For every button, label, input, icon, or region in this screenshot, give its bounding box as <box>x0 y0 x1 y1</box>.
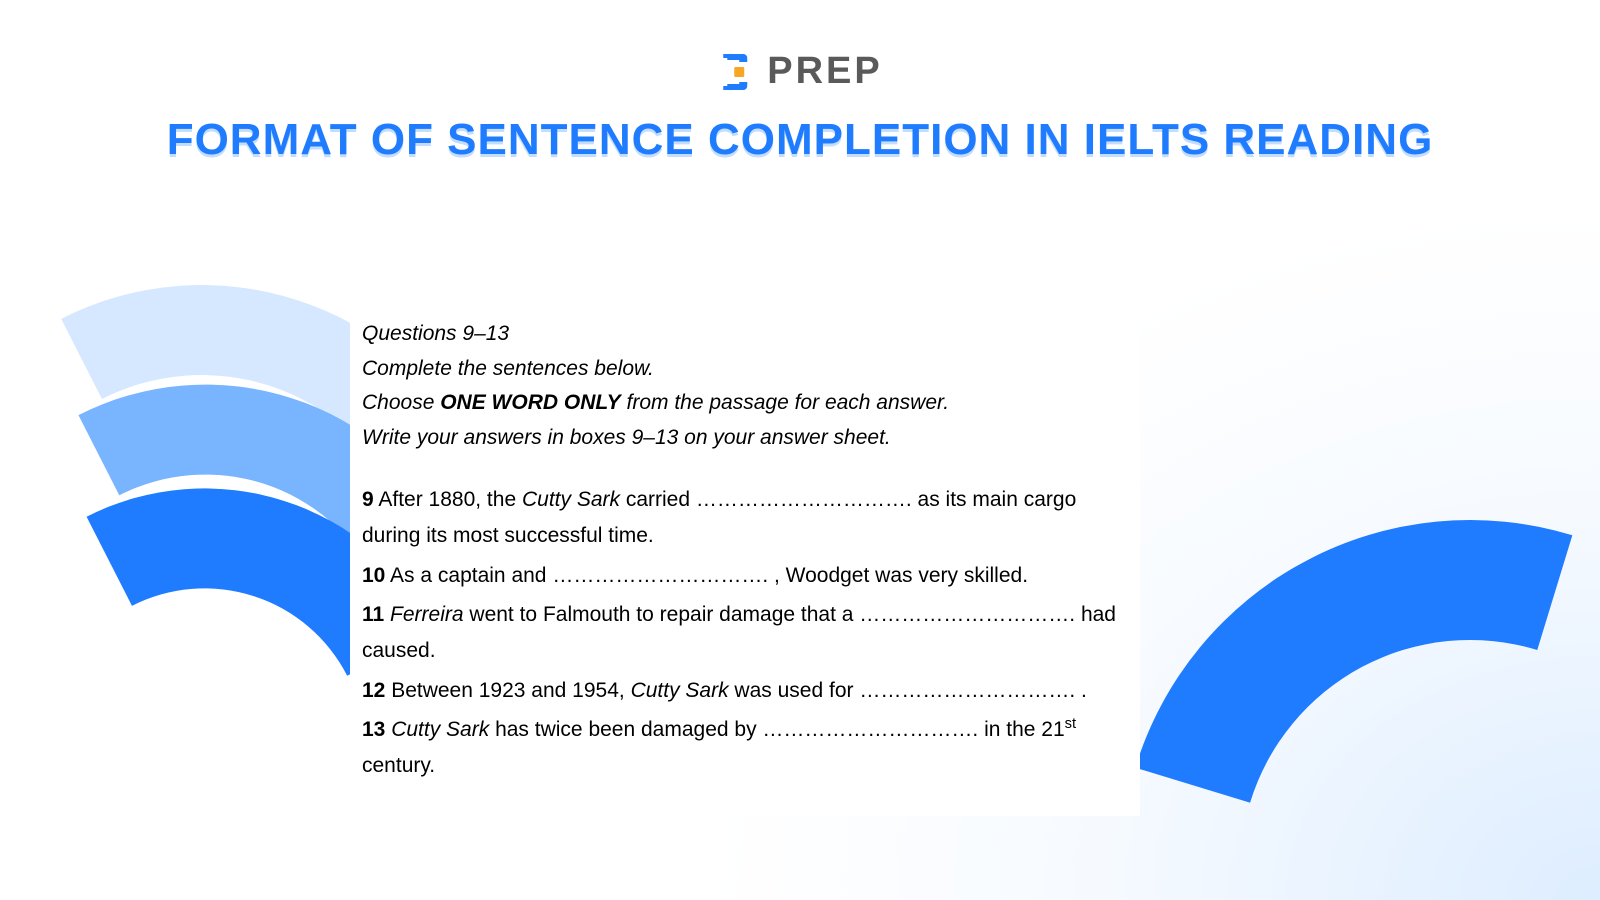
question-item: 12 Between 1923 and 1954, Cutty Sark was… <box>362 673 1128 709</box>
prep-logo-icon <box>717 52 757 92</box>
question-item: 10 As a captain and …………………………. , Woodge… <box>362 558 1128 594</box>
question-card: Questions 9–13 Complete the sentences be… <box>350 300 1140 816</box>
instruction-line-2: Choose ONE WORD ONLY from the passage fo… <box>362 387 1128 420</box>
brand-logo: PREP <box>717 50 882 93</box>
question-item: 11 Ferreira went to Falmouth to repair d… <box>362 597 1128 668</box>
instruction-line-3: Write your answers in boxes 9–13 on your… <box>362 422 1128 455</box>
page-title: FORMAT OF SENTENCE COMPLETION IN IELTS R… <box>0 115 1600 165</box>
question-list: 9 After 1880, the Cutty Sark carried ………… <box>362 482 1128 784</box>
instruction-line-2-pre: Choose <box>362 391 440 414</box>
instruction-range: Questions 9–13 <box>362 318 1128 351</box>
instruction-line-1: Complete the sentences below. <box>362 353 1128 386</box>
question-item: 13 Cutty Sark has twice been damaged by … <box>362 712 1128 783</box>
instruction-line-2-bold: ONE WORD ONLY <box>440 391 620 414</box>
brand-name: PREP <box>767 50 882 93</box>
instruction-line-2-post: from the passage for each answer. <box>621 391 949 414</box>
question-item: 9 After 1880, the Cutty Sark carried ………… <box>362 482 1128 553</box>
